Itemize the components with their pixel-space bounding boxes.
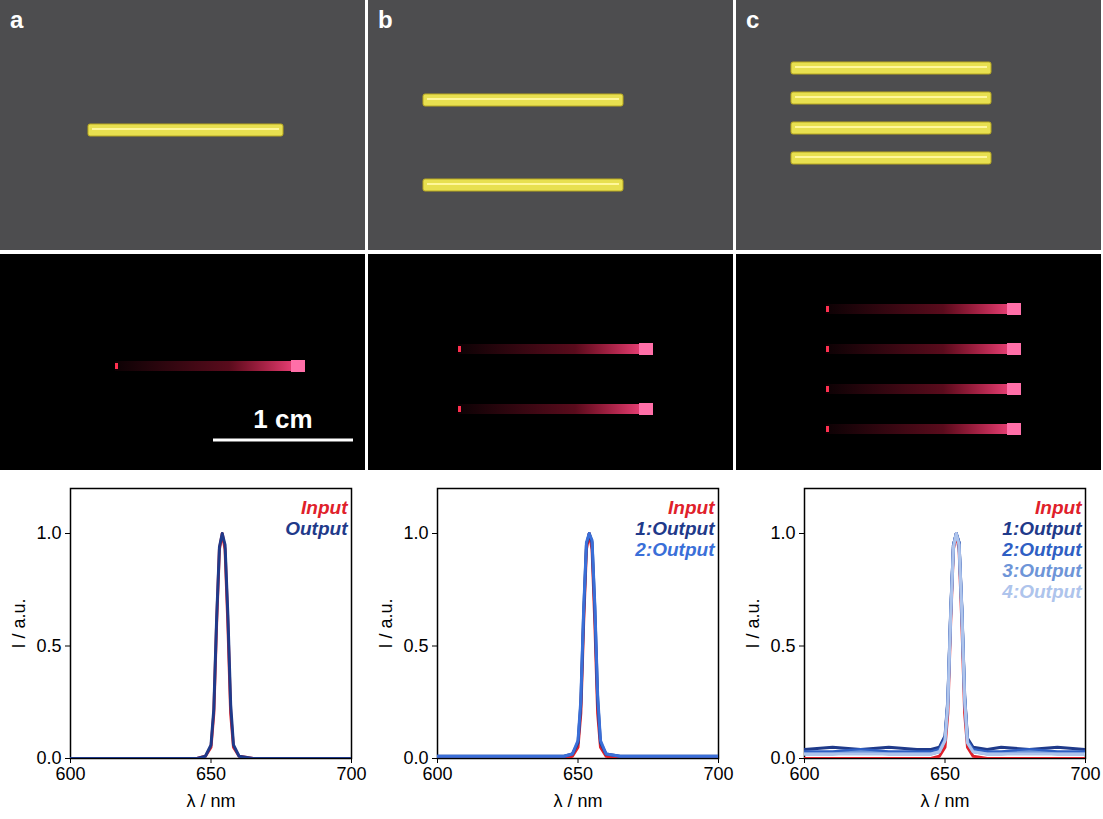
svg-text:600: 600 bbox=[55, 764, 85, 784]
svg-text:650: 650 bbox=[930, 764, 960, 784]
svg-text:700: 700 bbox=[1070, 764, 1100, 784]
svg-text:c: c bbox=[746, 6, 759, 33]
svg-text:0.5: 0.5 bbox=[770, 636, 795, 656]
svg-text:0.0: 0.0 bbox=[36, 748, 62, 769]
svg-text:I / a.u.: I / a.u. bbox=[9, 598, 29, 648]
svg-text:0.0: 0.0 bbox=[403, 748, 429, 769]
svg-text:600: 600 bbox=[789, 764, 819, 784]
svg-text:I / a.u.: I / a.u. bbox=[376, 598, 396, 648]
svg-text:650: 650 bbox=[563, 764, 593, 784]
svg-text:1:Output: 1:Output bbox=[1002, 518, 1082, 539]
svg-text:2:Output: 2:Output bbox=[1001, 539, 1082, 560]
svg-text:1.0: 1.0 bbox=[36, 523, 61, 543]
svg-text:0.5: 0.5 bbox=[403, 636, 428, 656]
svg-text:λ / nm: λ / nm bbox=[920, 791, 969, 811]
svg-text:700: 700 bbox=[703, 764, 733, 784]
svg-text:0.0: 0.0 bbox=[770, 748, 796, 769]
svg-text:λ / nm: λ / nm bbox=[186, 791, 235, 811]
svg-text:1 cm: 1 cm bbox=[253, 404, 312, 434]
svg-text:Input: Input bbox=[301, 497, 348, 518]
svg-text:1:Output: 1:Output bbox=[635, 518, 715, 539]
svg-text:a: a bbox=[10, 6, 24, 33]
svg-text:650: 650 bbox=[196, 764, 226, 784]
svg-text:0.5: 0.5 bbox=[36, 636, 61, 656]
svg-text:3:Output: 3:Output bbox=[1002, 560, 1082, 581]
svg-text:λ / nm: λ / nm bbox=[553, 791, 602, 811]
svg-text:I / a.u.: I / a.u. bbox=[743, 598, 763, 648]
svg-text:Output: Output bbox=[285, 518, 348, 539]
svg-text:2:Output: 2:Output bbox=[634, 539, 715, 560]
svg-text:Input: Input bbox=[668, 497, 715, 518]
svg-text:4:Output: 4:Output bbox=[1001, 581, 1082, 602]
svg-text:600: 600 bbox=[422, 764, 452, 784]
svg-text:1.0: 1.0 bbox=[770, 523, 795, 543]
svg-text:Input: Input bbox=[1035, 497, 1082, 518]
svg-text:b: b bbox=[378, 6, 393, 33]
svg-text:700: 700 bbox=[336, 764, 366, 784]
svg-text:1.0: 1.0 bbox=[403, 523, 428, 543]
